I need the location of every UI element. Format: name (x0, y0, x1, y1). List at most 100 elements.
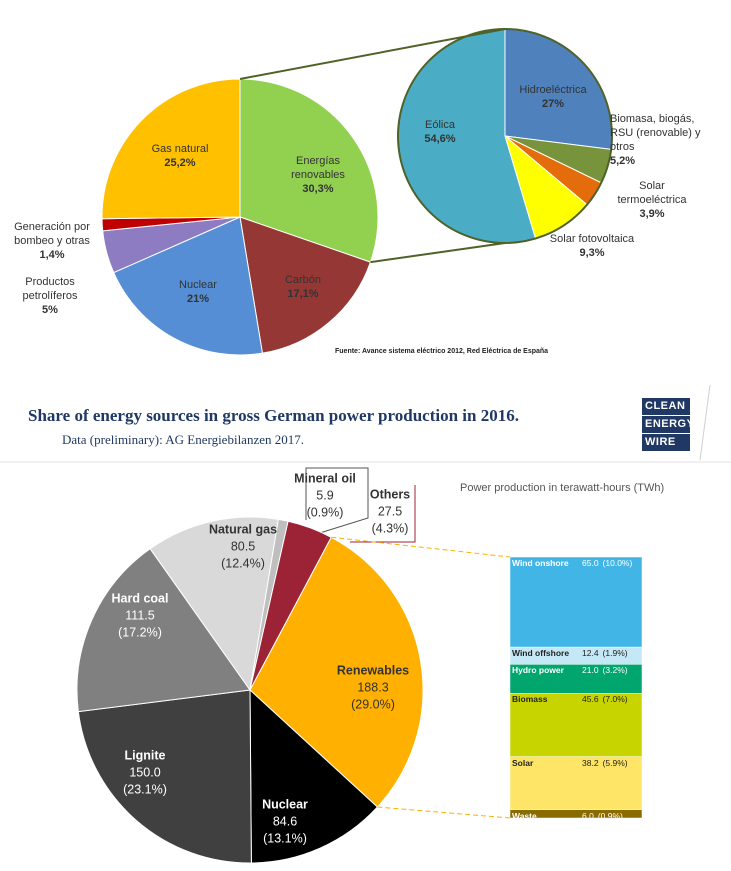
slice-label: Carbón 17,1% (268, 273, 338, 301)
category-label: Nuclear (179, 279, 217, 291)
value-label: 21.0 (582, 665, 599, 676)
slice-label: Mineral oil 5.9 (0.9%) (275, 471, 375, 522)
category-label: Energías renovables (291, 155, 345, 181)
subtitle: Data (preliminary): AG Energiebilanzen 2… (62, 432, 304, 447)
bar-segment (509, 664, 643, 694)
share-label: (0.9%) (597, 810, 623, 821)
category-label: Generación por bombeo y otras (14, 221, 90, 247)
value-label: 12.4 (582, 648, 599, 659)
slice-label: Nuclear 21% (163, 278, 233, 306)
share-label: (4.3%) (371, 521, 409, 536)
value-label: 9,3% (579, 247, 605, 259)
segment-value: 38.2 (5.9%) (582, 758, 628, 768)
value-label: 6.0 (582, 810, 594, 821)
share-label: (3.2%) (602, 665, 628, 676)
value-label: 38.2 (582, 757, 599, 768)
share-label: (23.1%) (123, 782, 167, 797)
share-label: (1.9%) (602, 648, 628, 659)
slice-label: Solar fotovoltaica 9,3% (537, 232, 647, 260)
segment-value: 12.4 (1.9%) (582, 648, 628, 658)
category-label: Natural gas (208, 522, 278, 537)
value-label: 27% (541, 98, 565, 110)
wedge (76, 548, 251, 713)
category-label: Solar termoeléctrica (617, 180, 687, 206)
slice-label: Eólica 54,6% (405, 118, 475, 146)
segment-name: Biomass (512, 694, 548, 705)
category-label: Hard coal (111, 591, 169, 606)
slice-label: Others 27.5 (4.3%) (355, 487, 425, 538)
slice-label: Energías renovables 30,3% (273, 154, 363, 196)
slice-label: Renewables 188.3 (29.0%) (323, 663, 423, 714)
segment-value: 21.0 (3.2%) (582, 665, 628, 675)
value-label: 5.9 (316, 488, 334, 503)
value-label: 5% (42, 304, 58, 316)
category-label: Others (369, 487, 411, 502)
slice-label: Hidroeléctrica 27% (508, 83, 598, 111)
wedge (149, 516, 279, 692)
slice-label: Productos petrolíferos 5% (5, 275, 95, 317)
source: Fuente: Avance sistema eléctrico 2012, R… (335, 348, 549, 355)
share-label: (29.0%) (351, 697, 395, 712)
title: Share of energy sources in gross German … (28, 406, 519, 425)
share-label: (13.1%) (263, 831, 307, 846)
category-label: Productos petrolíferos (22, 276, 78, 302)
category-label: Renewables (336, 663, 410, 678)
share-label: (12.4%) (221, 556, 265, 571)
segment-value: 6.0 (0.9%) (582, 811, 623, 821)
value-label: 1,4% (39, 249, 65, 261)
value-label: 80.5 (230, 539, 256, 554)
wedge (249, 688, 379, 864)
bar-segment (509, 756, 643, 810)
segment-value: 45.6 (7.0%) (582, 694, 628, 704)
value-label: 84.6 (272, 814, 298, 829)
segment-name: Wind onshore (512, 558, 569, 568)
segment-name: Wind offshore (512, 648, 570, 659)
value-label: 30,3% (302, 183, 334, 195)
segment-name: Solar (512, 757, 534, 768)
segment-name: Waste (512, 810, 537, 821)
logo-word: CLEAN (642, 398, 690, 415)
bar-segment (509, 809, 643, 819)
share-label: (5.9%) (602, 757, 628, 768)
logo: CLEAN ENERGY WIRE (642, 398, 694, 452)
value-label: 21% (186, 293, 210, 305)
wedge (101, 78, 241, 220)
value-label: 150.0 (129, 765, 161, 780)
logo-word: ENERGY (642, 416, 694, 433)
wedge (239, 78, 379, 263)
divider (699, 384, 711, 461)
slice-label: Nuclear 84.6 (13.1%) (240, 797, 330, 848)
segment-value: 65.0 (10.0%) (582, 558, 632, 568)
share-label: (0.9%) (306, 505, 344, 520)
category-label: Nuclear (262, 797, 308, 812)
value-label: 25,2% (164, 157, 196, 169)
wedge (113, 216, 264, 356)
connector (370, 242, 506, 264)
wedge (239, 216, 372, 354)
share-label: (7.0%) (602, 694, 628, 705)
category-label: Mineral oil (294, 471, 356, 486)
leader (305, 467, 369, 537)
value-label: 54,6% (424, 133, 456, 145)
category-label: Carbón (284, 274, 322, 286)
slice-label: Hard coal 111.5 (17.2%) (95, 591, 185, 642)
bar-segment (509, 556, 643, 648)
value-label: 5,2% (610, 155, 636, 167)
share-label: (17.2%) (118, 625, 162, 640)
slice-label: Solar termoeléctrica 3,9% (607, 179, 697, 221)
share-label: (10.0%) (602, 558, 633, 568)
bar-segment (509, 693, 643, 757)
category-label: Hidroeléctrica (519, 84, 587, 96)
value-label: 3,9% (639, 208, 665, 220)
category-label: Solar fotovoltaica (549, 233, 635, 245)
wedge (249, 520, 332, 691)
value-label: 65.0 (582, 558, 599, 568)
slice-label: Lignite 150.0 (23.1%) (100, 748, 190, 799)
category-label: Eólica (425, 119, 455, 131)
value-label: 17,1% (287, 288, 319, 300)
connector (239, 28, 506, 80)
wedge (77, 689, 252, 864)
logo-word: WIRE (642, 434, 690, 451)
slice-label: Gas natural 25,2% (135, 142, 225, 170)
